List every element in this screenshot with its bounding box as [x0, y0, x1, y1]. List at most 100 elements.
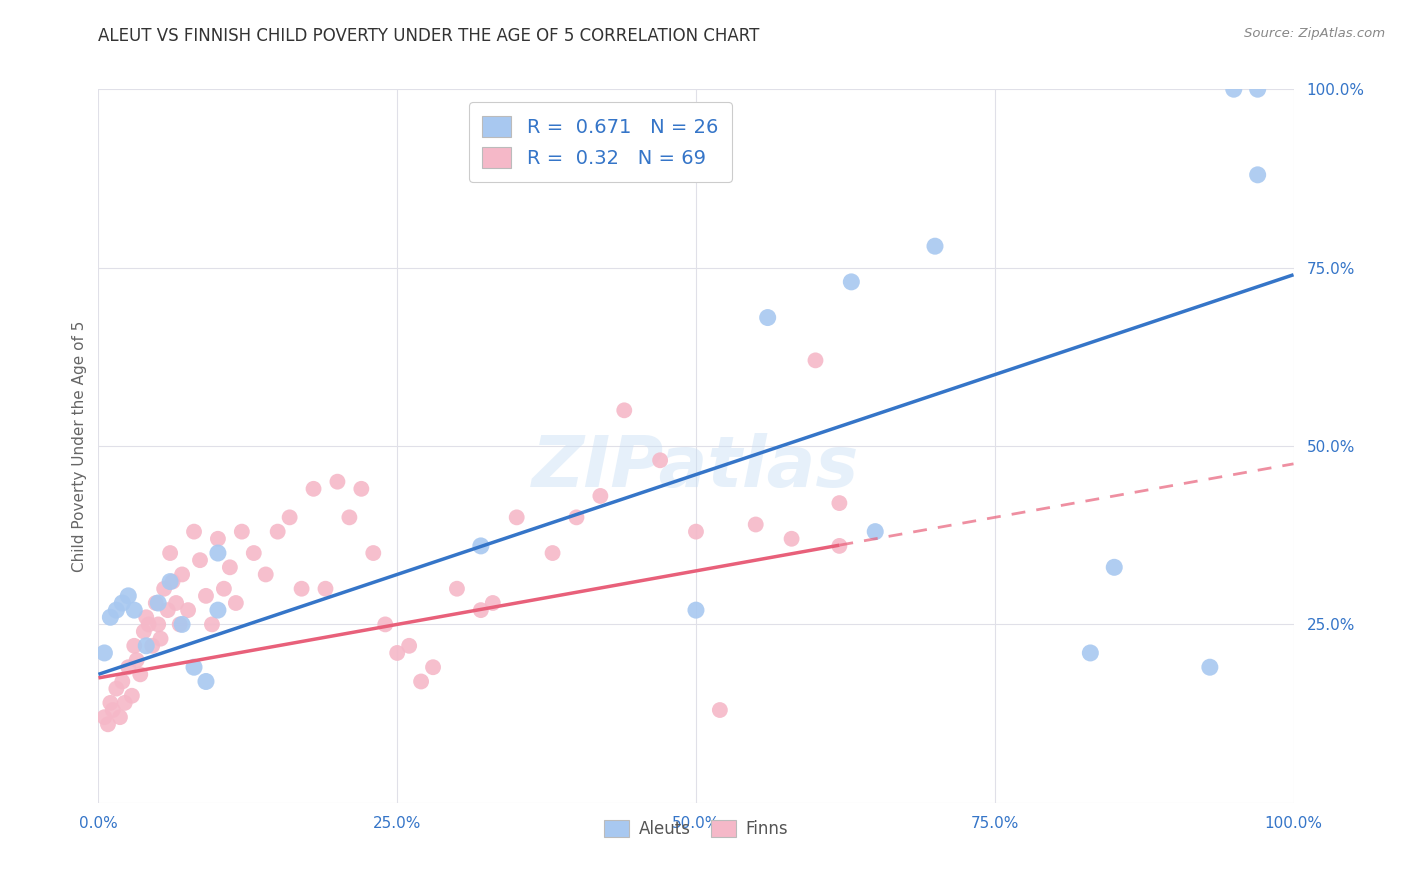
Point — [363, 546, 385, 560]
Point — [745, 517, 768, 532]
Point — [207, 532, 229, 546]
Point — [804, 353, 827, 368]
Point — [135, 610, 157, 624]
Point — [195, 589, 218, 603]
Point — [685, 524, 707, 539]
Point — [135, 639, 157, 653]
Point — [117, 660, 139, 674]
Point — [98, 696, 122, 710]
Point — [924, 239, 946, 253]
Point — [124, 603, 146, 617]
Point — [132, 624, 155, 639]
Point — [613, 403, 636, 417]
Point — [114, 696, 136, 710]
Point — [121, 689, 143, 703]
Point — [291, 582, 314, 596]
Point — [225, 596, 247, 610]
Point — [172, 567, 194, 582]
Point — [411, 674, 433, 689]
Point — [422, 660, 444, 674]
Point — [1199, 660, 1222, 674]
Point — [315, 582, 337, 596]
Point — [446, 582, 468, 596]
Point — [117, 589, 139, 603]
Point — [709, 703, 731, 717]
Point — [374, 617, 396, 632]
Point — [350, 482, 373, 496]
Point — [565, 510, 588, 524]
Point — [183, 660, 205, 674]
Point — [183, 524, 205, 539]
Point — [172, 617, 194, 632]
Point — [97, 717, 120, 731]
Point — [278, 510, 301, 524]
Point — [212, 582, 235, 596]
Text: ALEUT VS FINNISH CHILD POVERTY UNDER THE AGE OF 5 CORRELATION CHART: ALEUT VS FINNISH CHILD POVERTY UNDER THE… — [98, 27, 759, 45]
Point — [267, 524, 290, 539]
Point — [339, 510, 361, 524]
Point — [111, 674, 134, 689]
Text: ZIPatlas: ZIPatlas — [533, 433, 859, 502]
Point — [470, 603, 492, 617]
Point — [108, 710, 131, 724]
Point — [648, 453, 672, 467]
Point — [685, 603, 707, 617]
Point — [138, 617, 160, 632]
Point — [780, 532, 803, 546]
Point — [219, 560, 242, 574]
Y-axis label: Child Poverty Under the Age of 5: Child Poverty Under the Age of 5 — [72, 320, 87, 572]
Point — [828, 539, 851, 553]
Point — [207, 603, 229, 617]
Point — [398, 639, 420, 653]
Point — [1247, 82, 1270, 96]
Point — [589, 489, 612, 503]
Point — [149, 632, 172, 646]
Point — [129, 667, 152, 681]
Text: Source: ZipAtlas.com: Source: ZipAtlas.com — [1244, 27, 1385, 40]
Point — [756, 310, 779, 325]
Point — [195, 674, 218, 689]
Point — [162, 574, 184, 589]
Point — [231, 524, 253, 539]
Point — [1080, 646, 1102, 660]
Point — [105, 681, 128, 696]
Point — [105, 603, 128, 617]
Point — [385, 646, 409, 660]
Point — [165, 596, 187, 610]
Point — [254, 567, 277, 582]
Point — [188, 553, 211, 567]
Point — [101, 703, 124, 717]
Point — [1104, 560, 1126, 574]
Point — [125, 653, 148, 667]
Point — [177, 603, 200, 617]
Point — [841, 275, 863, 289]
Point — [828, 496, 851, 510]
Point — [148, 617, 170, 632]
Point — [93, 646, 115, 660]
Point — [1223, 82, 1246, 96]
Legend: Aleuts, Finns: Aleuts, Finns — [598, 813, 794, 845]
Point — [506, 510, 529, 524]
Point — [93, 710, 115, 724]
Point — [541, 546, 564, 560]
Point — [124, 639, 146, 653]
Point — [159, 574, 181, 589]
Point — [865, 524, 887, 539]
Point — [111, 596, 134, 610]
Point — [1247, 168, 1270, 182]
Point — [141, 639, 163, 653]
Point — [153, 582, 176, 596]
Point — [470, 539, 492, 553]
Point — [145, 596, 167, 610]
Point — [156, 603, 179, 617]
Point — [159, 546, 181, 560]
Point — [481, 596, 505, 610]
Point — [326, 475, 349, 489]
Point — [148, 596, 170, 610]
Point — [169, 617, 191, 632]
Point — [201, 617, 224, 632]
Point — [243, 546, 266, 560]
Point — [98, 610, 122, 624]
Point — [302, 482, 325, 496]
Point — [207, 546, 229, 560]
